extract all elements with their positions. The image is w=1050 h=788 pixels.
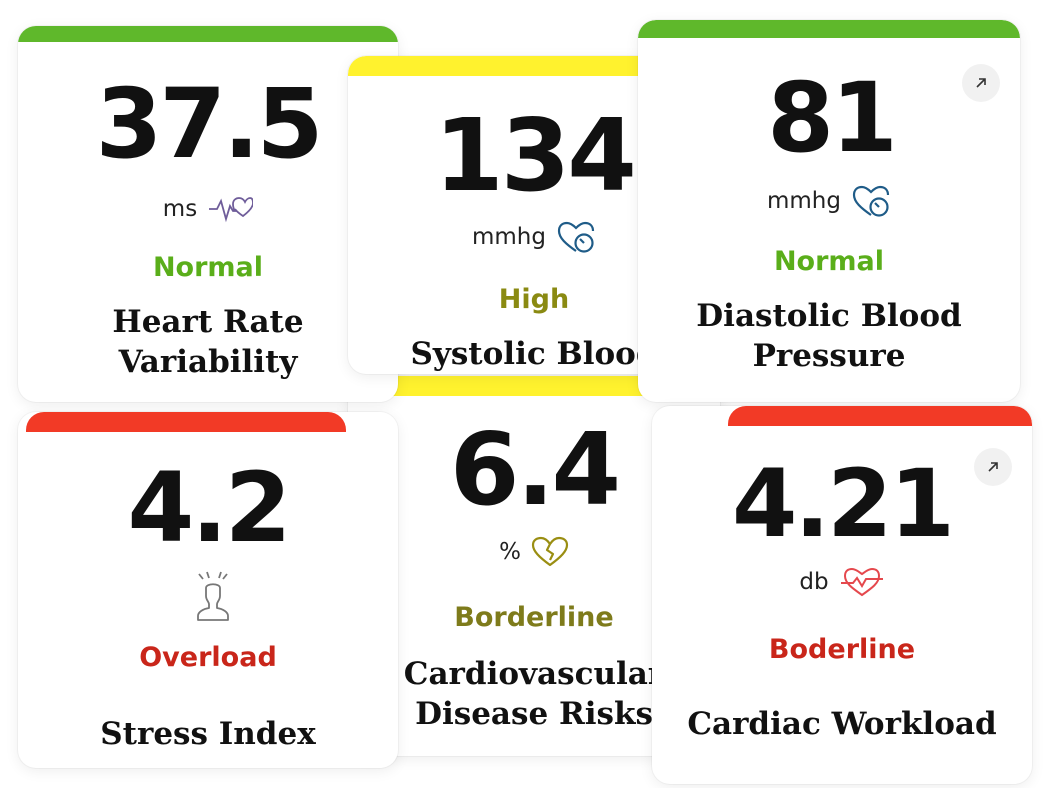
metric-value: 4.2	[127, 452, 291, 564]
status-bar	[18, 26, 398, 42]
metric-title: Stress Index	[100, 716, 316, 752]
unit-row	[18, 570, 398, 622]
status-bar	[348, 376, 720, 396]
status-bar	[26, 412, 346, 432]
blood-pressure-icon	[557, 221, 595, 253]
metric-title: Cardiac Workload	[687, 706, 997, 742]
metric-title: Heart Rate	[112, 304, 304, 340]
expand-button[interactable]	[974, 448, 1012, 486]
metric-value: 81	[767, 62, 898, 174]
stressed-person-icon	[197, 571, 229, 621]
metric-value: 37.5	[95, 68, 324, 180]
metric-title-line2: Variability	[118, 344, 298, 380]
metric-title-line2: Pressure	[752, 338, 906, 374]
expand-button[interactable]	[962, 64, 1000, 102]
metric-card-diastolic-blood-pressure[interactable]: 81 mmhg Normal Diastolic Blood Pressure	[638, 20, 1020, 402]
blood-pressure-icon	[852, 185, 890, 217]
metric-unit: %	[499, 539, 521, 565]
metric-title-line2: Disease Risks	[415, 696, 653, 732]
status-label: High	[498, 284, 570, 315]
arrow-up-right-icon	[976, 78, 986, 88]
heart-pulse-icon	[209, 197, 254, 223]
unit-row: mmhg	[638, 184, 1020, 218]
metric-unit: db	[799, 569, 829, 595]
metric-title: Cardiovascular	[403, 656, 665, 692]
arrow-up-right-icon	[988, 462, 998, 472]
status-bar	[638, 20, 1020, 38]
broken-heart-icon	[531, 536, 569, 567]
metric-unit: mmhg	[472, 224, 546, 250]
unit-row: ms	[18, 194, 398, 224]
metric-card-cardiac-workload[interactable]: 4.21 db Boderline Cardiac Workload	[652, 406, 1032, 784]
metric-value: 4.21	[732, 450, 955, 559]
metric-unit: ms	[162, 196, 198, 222]
status-label: Borderline	[454, 602, 614, 633]
metric-unit: mmhg	[767, 188, 841, 214]
metric-title: Systolic Blood	[410, 336, 658, 372]
unit-row: db	[652, 566, 1032, 598]
metric-value: 6.4	[449, 411, 621, 528]
status-label: Normal	[152, 252, 264, 283]
metric-card-heart-rate-variability[interactable]: 37.5 ms Normal Heart Rate Variability	[18, 26, 398, 402]
unit-row: %	[348, 536, 720, 568]
metric-card-stress-index[interactable]: 4.2 Overload Stress Index	[18, 412, 398, 768]
status-bar	[348, 56, 720, 76]
metric-value: 134	[434, 97, 637, 214]
status-label: Boderline	[768, 634, 916, 665]
unit-row: mmhg	[348, 220, 720, 254]
status-label: Overload	[139, 642, 277, 673]
heart-scale-icon	[840, 567, 883, 597]
status-label: Normal	[773, 246, 885, 277]
metric-title: Diastolic Blood	[696, 298, 962, 334]
status-bar	[728, 406, 1032, 426]
